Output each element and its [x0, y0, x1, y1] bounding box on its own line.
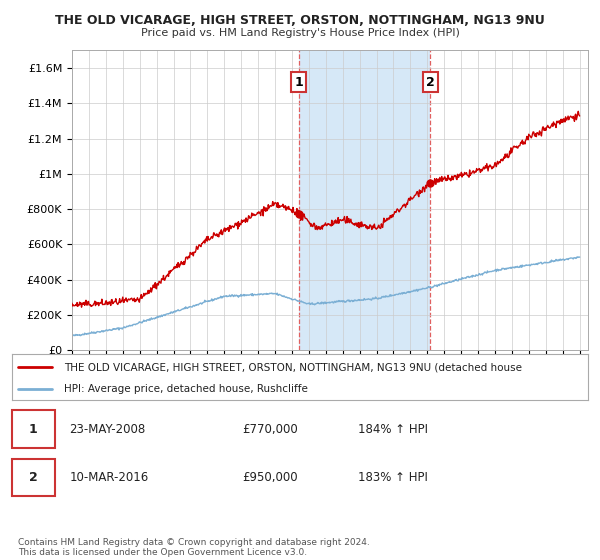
Text: HPI: Average price, detached house, Rushcliffe: HPI: Average price, detached house, Rush… [64, 384, 308, 394]
FancyBboxPatch shape [12, 410, 55, 448]
Text: 184% ↑ HPI: 184% ↑ HPI [358, 423, 428, 436]
Bar [299, 50, 430, 350]
Text: 2: 2 [29, 472, 38, 484]
Text: 1: 1 [29, 423, 38, 436]
Text: Price paid vs. HM Land Registry's House Price Index (HPI): Price paid vs. HM Land Registry's House … [140, 28, 460, 38]
Text: 2: 2 [426, 76, 435, 88]
Text: 183% ↑ HPI: 183% ↑ HPI [358, 472, 427, 484]
Text: 1: 1 [294, 76, 303, 88]
Text: £950,000: £950,000 [242, 472, 298, 484]
Text: THE OLD VICARAGE, HIGH STREET, ORSTON, NOTTINGHAM, NG13 9NU: THE OLD VICARAGE, HIGH STREET, ORSTON, N… [55, 14, 545, 27]
Text: THE OLD VICARAGE, HIGH STREET, ORSTON, NOTTINGHAM, NG13 9NU (detached house: THE OLD VICARAGE, HIGH STREET, ORSTON, N… [64, 362, 522, 372]
Text: Contains HM Land Registry data © Crown copyright and database right 2024.
This d: Contains HM Land Registry data © Crown c… [18, 538, 370, 557]
FancyBboxPatch shape [12, 459, 55, 496]
Text: £770,000: £770,000 [242, 423, 298, 436]
Text: 10-MAR-2016: 10-MAR-2016 [70, 472, 149, 484]
Text: 23-MAY-2008: 23-MAY-2008 [70, 423, 146, 436]
